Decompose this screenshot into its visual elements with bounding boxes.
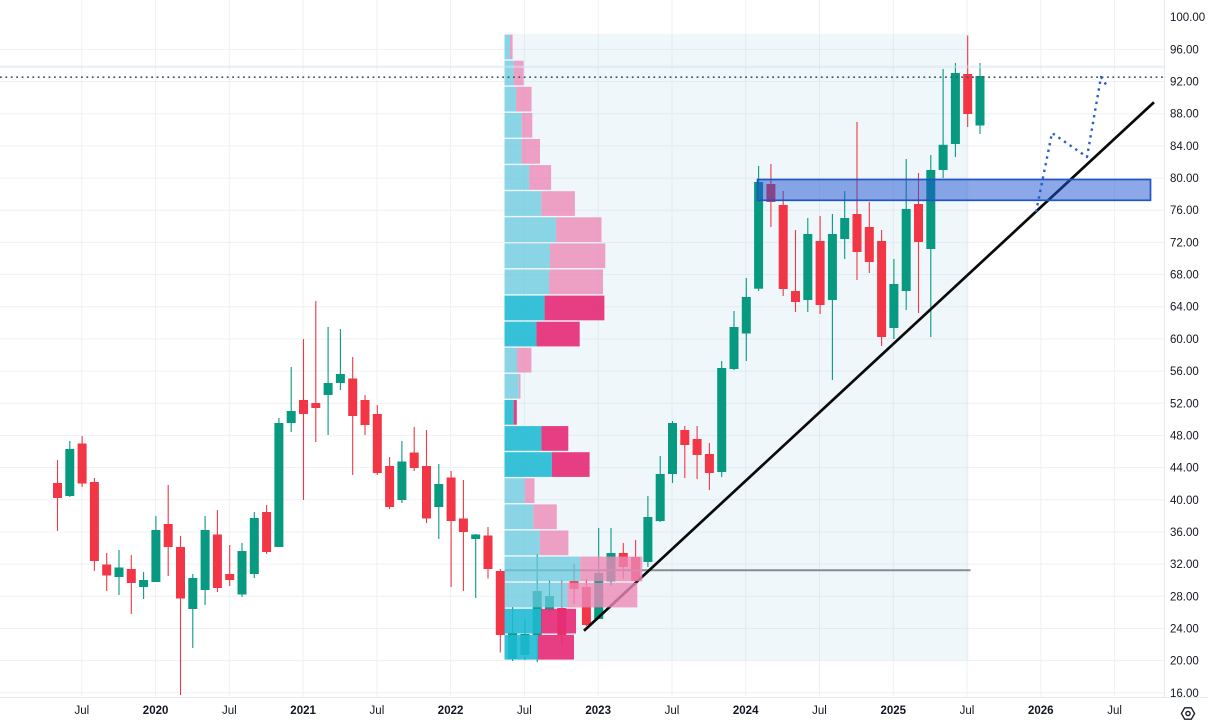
svg-text:52.00: 52.00 [1170, 398, 1199, 410]
svg-text:96.00: 96.00 [1170, 44, 1199, 56]
svg-text:32.00: 32.00 [1170, 559, 1199, 571]
svg-text:Jul: Jul [74, 705, 89, 717]
svg-text:60.00: 60.00 [1170, 334, 1199, 346]
svg-text:Jul: Jul [517, 705, 532, 717]
svg-text:84.00: 84.00 [1170, 141, 1199, 153]
svg-text:100.00: 100.00 [1170, 12, 1205, 24]
svg-text:92.00: 92.00 [1170, 77, 1199, 89]
svg-text:72.00: 72.00 [1170, 237, 1199, 249]
svg-text:2026: 2026 [1028, 705, 1054, 717]
svg-text:2021: 2021 [290, 705, 316, 717]
svg-text:76.00: 76.00 [1170, 205, 1199, 217]
svg-text:Jul: Jul [665, 705, 680, 717]
svg-text:2020: 2020 [143, 705, 169, 717]
svg-text:80.00: 80.00 [1170, 173, 1199, 185]
svg-text:2024: 2024 [733, 705, 759, 717]
svg-text:2023: 2023 [585, 705, 611, 717]
svg-text:20.00: 20.00 [1170, 656, 1199, 668]
svg-text:48.00: 48.00 [1170, 430, 1199, 442]
svg-text:28.00: 28.00 [1170, 591, 1199, 603]
svg-text:24.00: 24.00 [1170, 624, 1199, 636]
svg-text:2025: 2025 [881, 705, 907, 717]
svg-text:88.00: 88.00 [1170, 109, 1199, 121]
svg-text:Jul: Jul [222, 705, 237, 717]
svg-text:56.00: 56.00 [1170, 366, 1199, 378]
svg-text:Jul: Jul [1107, 705, 1122, 717]
svg-text:44.00: 44.00 [1170, 463, 1199, 475]
svg-text:2022: 2022 [438, 705, 464, 717]
svg-text:68.00: 68.00 [1170, 270, 1199, 282]
svg-text:Jul: Jul [960, 705, 975, 717]
svg-text:36.00: 36.00 [1170, 527, 1199, 539]
svg-text:16.00: 16.00 [1170, 688, 1199, 700]
svg-text:Jul: Jul [812, 705, 827, 717]
svg-text:Jul: Jul [370, 705, 385, 717]
svg-text:64.00: 64.00 [1170, 302, 1199, 314]
svg-text:40.00: 40.00 [1170, 495, 1199, 507]
